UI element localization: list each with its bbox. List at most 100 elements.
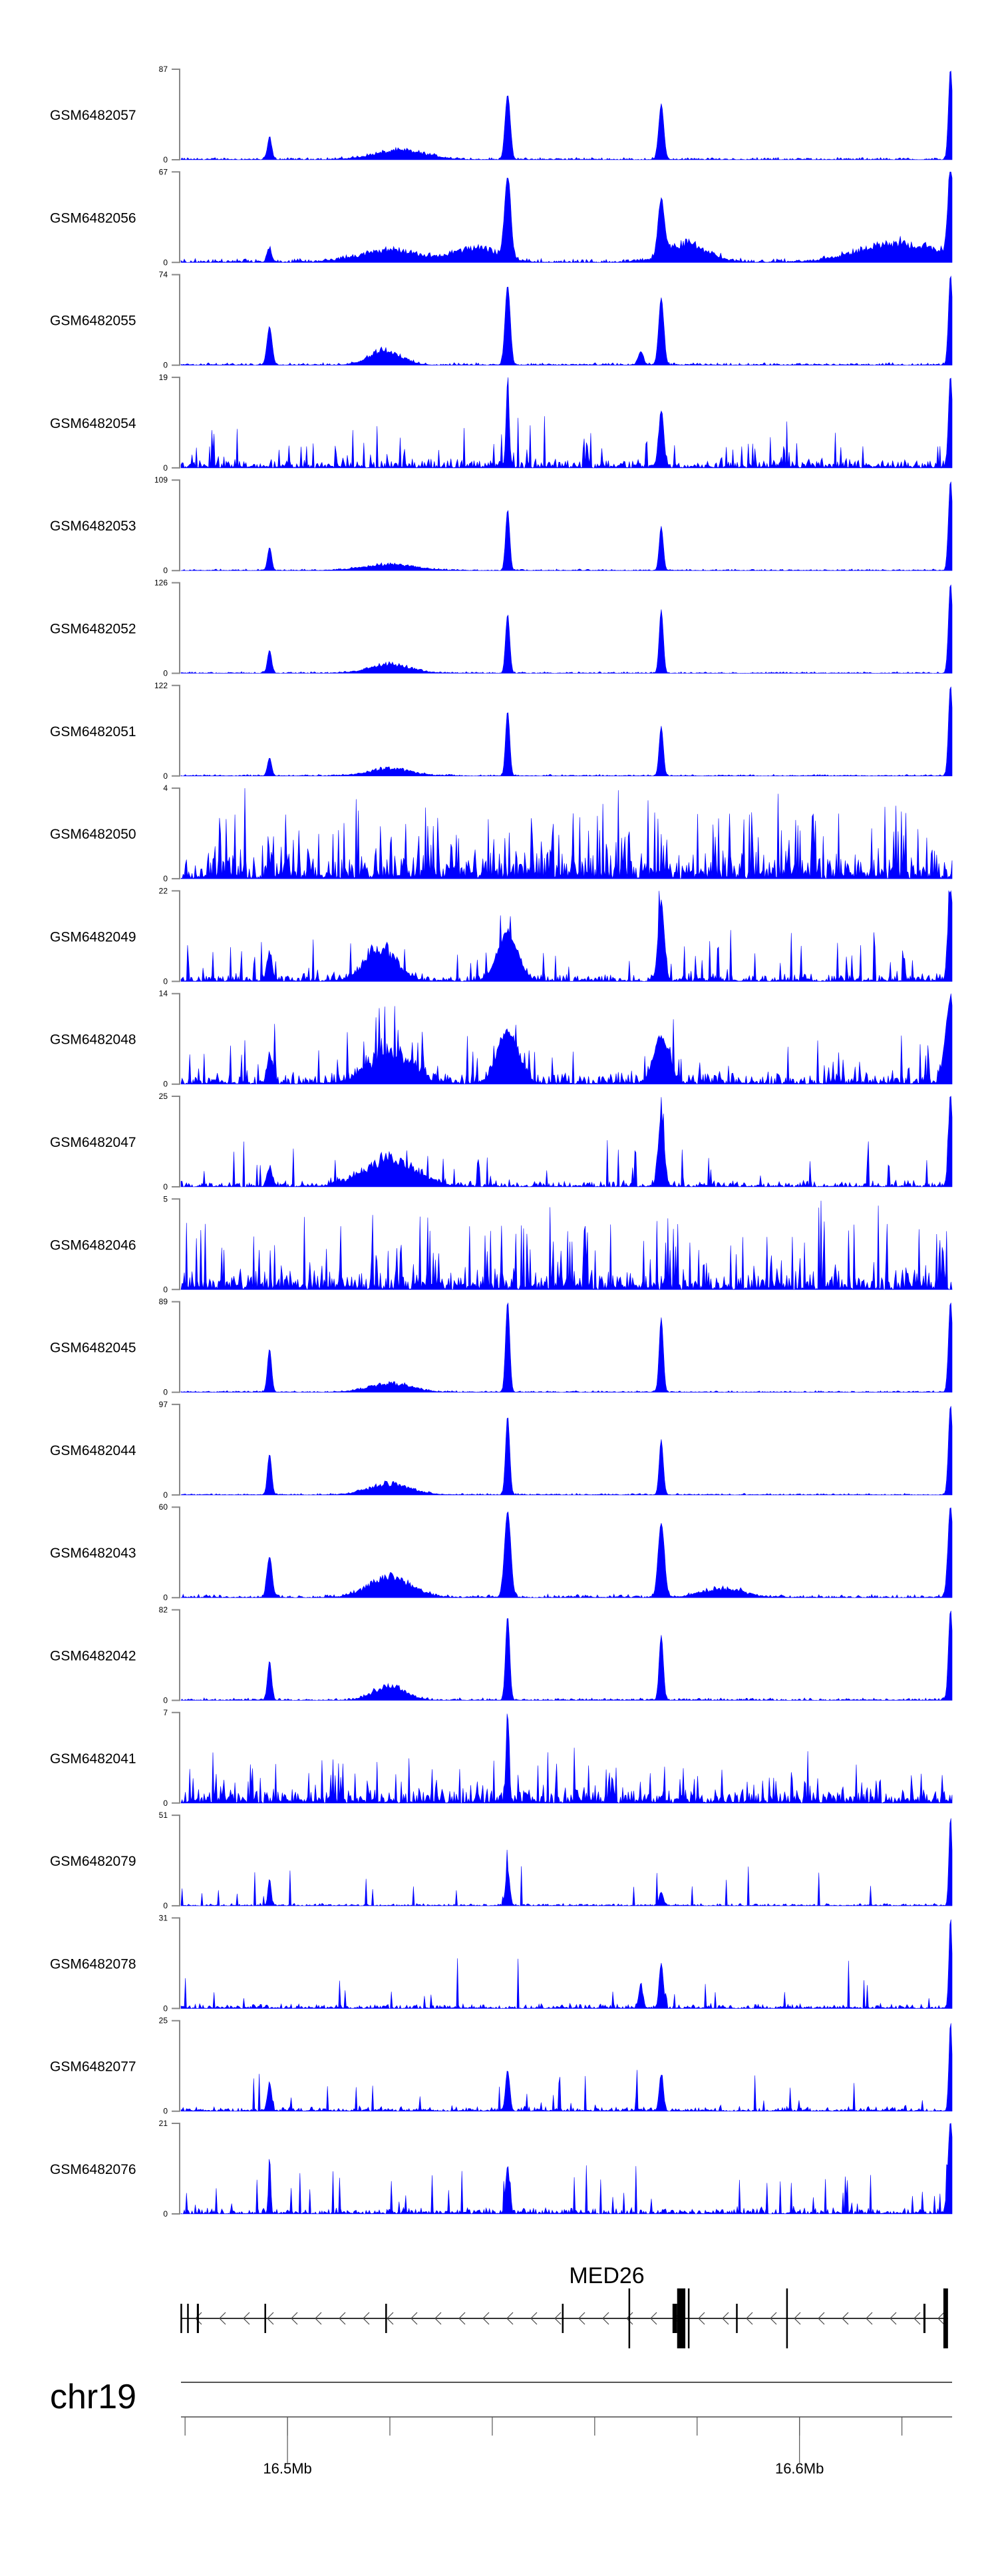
exon (187, 2304, 189, 2333)
exon (264, 2304, 266, 2333)
signal-area (180, 993, 953, 1085)
track-label: GSM6482044 (50, 1443, 136, 1458)
track-label: GSM6482053 (50, 519, 136, 534)
strand-arrow-icon (219, 2312, 226, 2325)
track-GSM6482047: GSM6482047 25 0 (50, 1092, 953, 1191)
y-max-label: 7 (163, 1708, 168, 1717)
y-axis (172, 69, 180, 160)
y-axis (172, 376, 180, 469)
signal-area (180, 481, 953, 571)
y-max-label: 67 (159, 167, 168, 176)
y-max-label: 14 (159, 989, 168, 998)
track-label: GSM6482051 (50, 724, 136, 740)
y-max-label: 89 (159, 1297, 168, 1307)
strand-arrow-icon (818, 2312, 825, 2325)
exon (786, 2288, 788, 2348)
y-max-label: 97 (159, 1400, 168, 1409)
exon (677, 2288, 686, 2348)
track-label: GSM6482052 (50, 622, 136, 637)
signal-area (180, 1713, 953, 1804)
track-label: GSM6482049 (50, 929, 136, 945)
y-min-label: 0 (163, 2209, 168, 2219)
chromosome-label: chr19 (50, 2378, 136, 2416)
signal-area (180, 2023, 953, 2112)
strand-arrow-icon (363, 2312, 370, 2325)
track-label: GSM6482057 (50, 108, 136, 123)
y-max-label: 60 (159, 1502, 168, 1512)
track-GSM6482042: GSM6482042 82 0 (50, 1606, 953, 1705)
y-axis (172, 274, 180, 366)
track-label: GSM6482050 (50, 827, 136, 842)
strand-arrow-icon (650, 2312, 657, 2325)
y-axis (172, 1815, 180, 1907)
track-GSM6482078: GSM6482078 31 0 (50, 1913, 953, 2013)
signal-area (180, 890, 953, 982)
y-max-label: 25 (159, 1092, 168, 1101)
y-min-label: 0 (163, 1799, 168, 1808)
strand-arrow-icon (722, 2312, 729, 2325)
signal-area (180, 1818, 953, 1906)
track-label: GSM6482056 (50, 210, 136, 226)
track-GSM6482044: GSM6482044 97 0 (50, 1400, 953, 1500)
strand-arrow-icon (387, 2312, 394, 2325)
exon (923, 2304, 925, 2333)
y-max-label: 4 (163, 783, 168, 793)
y-max-label: 25 (159, 2016, 168, 2026)
signal-area (180, 584, 953, 674)
y-max-label: 109 (154, 475, 168, 485)
y-min-label: 0 (163, 1388, 168, 1397)
y-min-label: 0 (163, 1901, 168, 1910)
track-GSM6482049: GSM6482049 22 0 (50, 886, 953, 986)
track-GSM6482052: GSM6482052 126 0 (50, 578, 953, 678)
strand-arrow-icon (937, 2312, 945, 2325)
track-GSM6482079: GSM6482079 51 0 (50, 1811, 953, 1910)
y-axis (172, 1301, 180, 1393)
y-axis (172, 1506, 180, 1599)
y-min-label: 0 (163, 566, 168, 575)
track-label: GSM6482048 (50, 1032, 136, 1048)
strand-arrow-icon (339, 2312, 346, 2325)
strand-arrow-icon (506, 2312, 514, 2325)
exon (628, 2288, 631, 2348)
y-max-label: 74 (159, 270, 168, 280)
data-tracks: GSM6482057870GSM6482056670GSM6482055740G… (50, 65, 953, 2219)
track-GSM6482054: GSM6482054 19 0 (50, 373, 953, 473)
signal-area (180, 275, 953, 366)
signal-area (180, 1610, 953, 1701)
strand-arrow-icon (914, 2312, 921, 2325)
track-label: GSM6482054 (50, 416, 136, 431)
track-label: GSM6482041 (50, 1751, 136, 1767)
track-label: GSM6482077 (50, 2059, 136, 2075)
strand-arrow-icon (315, 2312, 322, 2325)
track-label: GSM6482045 (50, 1341, 136, 1356)
y-max-label: 87 (159, 65, 168, 74)
strand-arrow-icon (866, 2312, 873, 2325)
y-min-label: 0 (163, 1080, 168, 1089)
strand-arrow-icon (434, 2312, 442, 2325)
y-min-label: 0 (163, 1490, 168, 1500)
track-GSM6482057: GSM6482057 87 0 (50, 65, 953, 164)
strand-arrow-icon (842, 2312, 849, 2325)
track-label: GSM6482043 (50, 1546, 136, 1561)
y-axis (172, 1403, 180, 1496)
track-GSM6482043: GSM6482043 60 0 (50, 1502, 953, 1602)
y-max-label: 19 (159, 373, 168, 382)
track-GSM6482045: GSM6482045 89 0 (50, 1297, 953, 1397)
signal-area (180, 1302, 953, 1393)
x-tick-label: 16.6Mb (775, 2460, 824, 2477)
y-axis (172, 684, 180, 777)
y-min-label: 0 (163, 1593, 168, 1602)
y-min-label: 0 (163, 155, 168, 164)
track-GSM6482077: GSM6482077 25 0 (50, 2016, 953, 2116)
exon (196, 2304, 199, 2333)
track-label: GSM6482079 (50, 1854, 136, 1869)
exon (943, 2288, 948, 2348)
signal-area (180, 686, 953, 777)
y-axis (172, 787, 180, 880)
track-label: GSM6482078 (50, 1956, 136, 1972)
track-GSM6482053: GSM6482053 109 0 (50, 475, 953, 575)
y-axis (172, 1609, 180, 1701)
x-tick-label: 16.5Mb (263, 2460, 311, 2477)
exon (180, 2304, 182, 2333)
